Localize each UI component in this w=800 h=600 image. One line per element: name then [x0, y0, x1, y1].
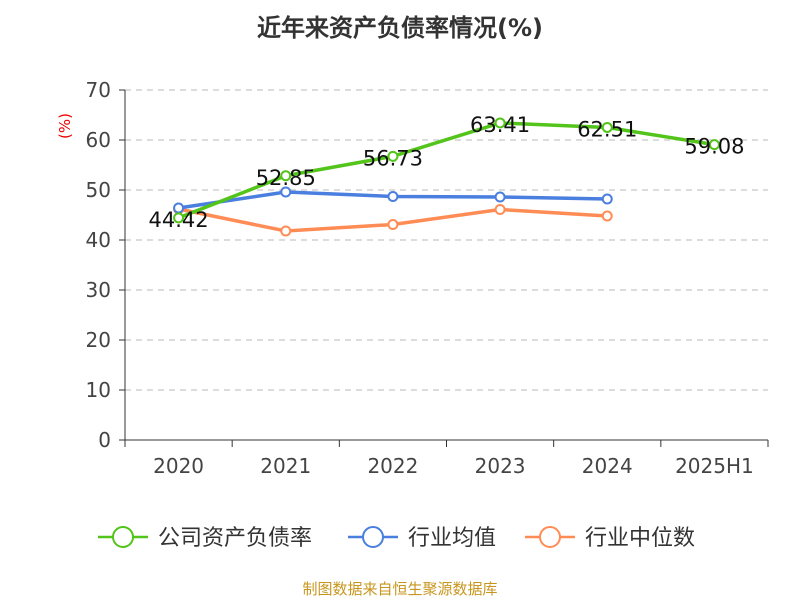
data-point	[601, 121, 613, 133]
y-tick-label: 0	[98, 428, 111, 452]
y-tick-label: 10	[86, 378, 111, 402]
legend-marker	[362, 526, 384, 548]
data-point	[280, 170, 292, 182]
data-point	[387, 150, 399, 162]
data-label: 44.42	[149, 208, 209, 232]
legend-label: 行业中位数	[585, 526, 695, 551]
data-point	[387, 219, 399, 230]
legend-label: 行业均值	[408, 526, 496, 551]
data-point	[173, 212, 185, 224]
data-point	[601, 193, 613, 205]
x-tick-label: 2025H1	[675, 454, 754, 478]
legend-marker	[539, 526, 561, 548]
x-tick-label: 2023	[475, 454, 526, 478]
chart-title: 近年来资产负债率情况(%)	[257, 14, 543, 42]
y-tick-label: 50	[86, 178, 111, 202]
legend-marker	[112, 526, 134, 548]
x-tick-label: 2021	[260, 454, 311, 478]
data-label: 59.08	[684, 135, 744, 159]
x-tick-label: 2024	[582, 454, 633, 478]
data-label: 56.73	[363, 146, 423, 170]
x-tick-label: 2020	[153, 454, 204, 478]
data-point	[280, 186, 292, 198]
source-note: 制图数据来自恒生聚源数据库	[302, 580, 498, 598]
data-label: 52.85	[256, 166, 316, 190]
data-point	[387, 191, 399, 202]
data-label: 63.41	[470, 113, 530, 137]
x-tick-label: 2022	[367, 454, 418, 478]
legend-label: 公司资产负债率	[158, 526, 312, 551]
y-axis-label: (%)	[56, 113, 74, 139]
y-tick-label: 70	[86, 78, 111, 102]
y-tick-label: 30	[86, 278, 111, 302]
data-label: 62.51	[577, 117, 637, 141]
y-tick-label: 60	[86, 128, 111, 152]
data-point	[494, 117, 506, 129]
data-point	[494, 191, 506, 203]
data-point	[601, 210, 613, 222]
y-tick-label: 40	[86, 228, 111, 252]
data-point	[708, 139, 720, 151]
data-point	[494, 204, 506, 215]
series-line	[177, 121, 715, 220]
y-tick-label: 20	[86, 328, 111, 352]
data-point	[280, 225, 292, 237]
